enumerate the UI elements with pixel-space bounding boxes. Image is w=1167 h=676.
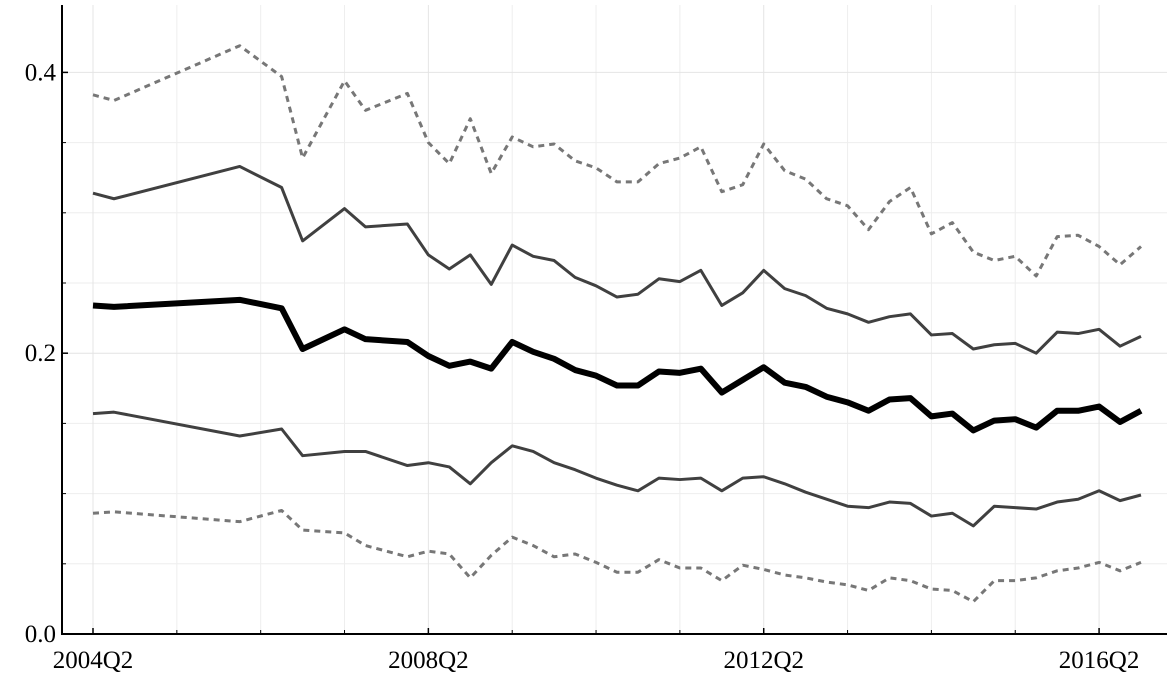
series-line	[92, 410, 1142, 528]
x-tick-label: 2008Q2	[388, 647, 469, 674]
series-line	[92, 164, 1142, 355]
series-line	[92, 44, 1142, 278]
x-tick-label: 2012Q2	[723, 647, 804, 674]
y-tick-label: 0.0	[25, 621, 56, 648]
series-line	[92, 296, 1143, 434]
y-tick-label: 0.2	[25, 340, 56, 367]
y-tick-label: 0.4	[25, 59, 57, 86]
x-tick-label: 2004Q2	[53, 647, 134, 674]
x-tick-label: 2016Q2	[1059, 647, 1140, 674]
series-line	[92, 508, 1142, 604]
